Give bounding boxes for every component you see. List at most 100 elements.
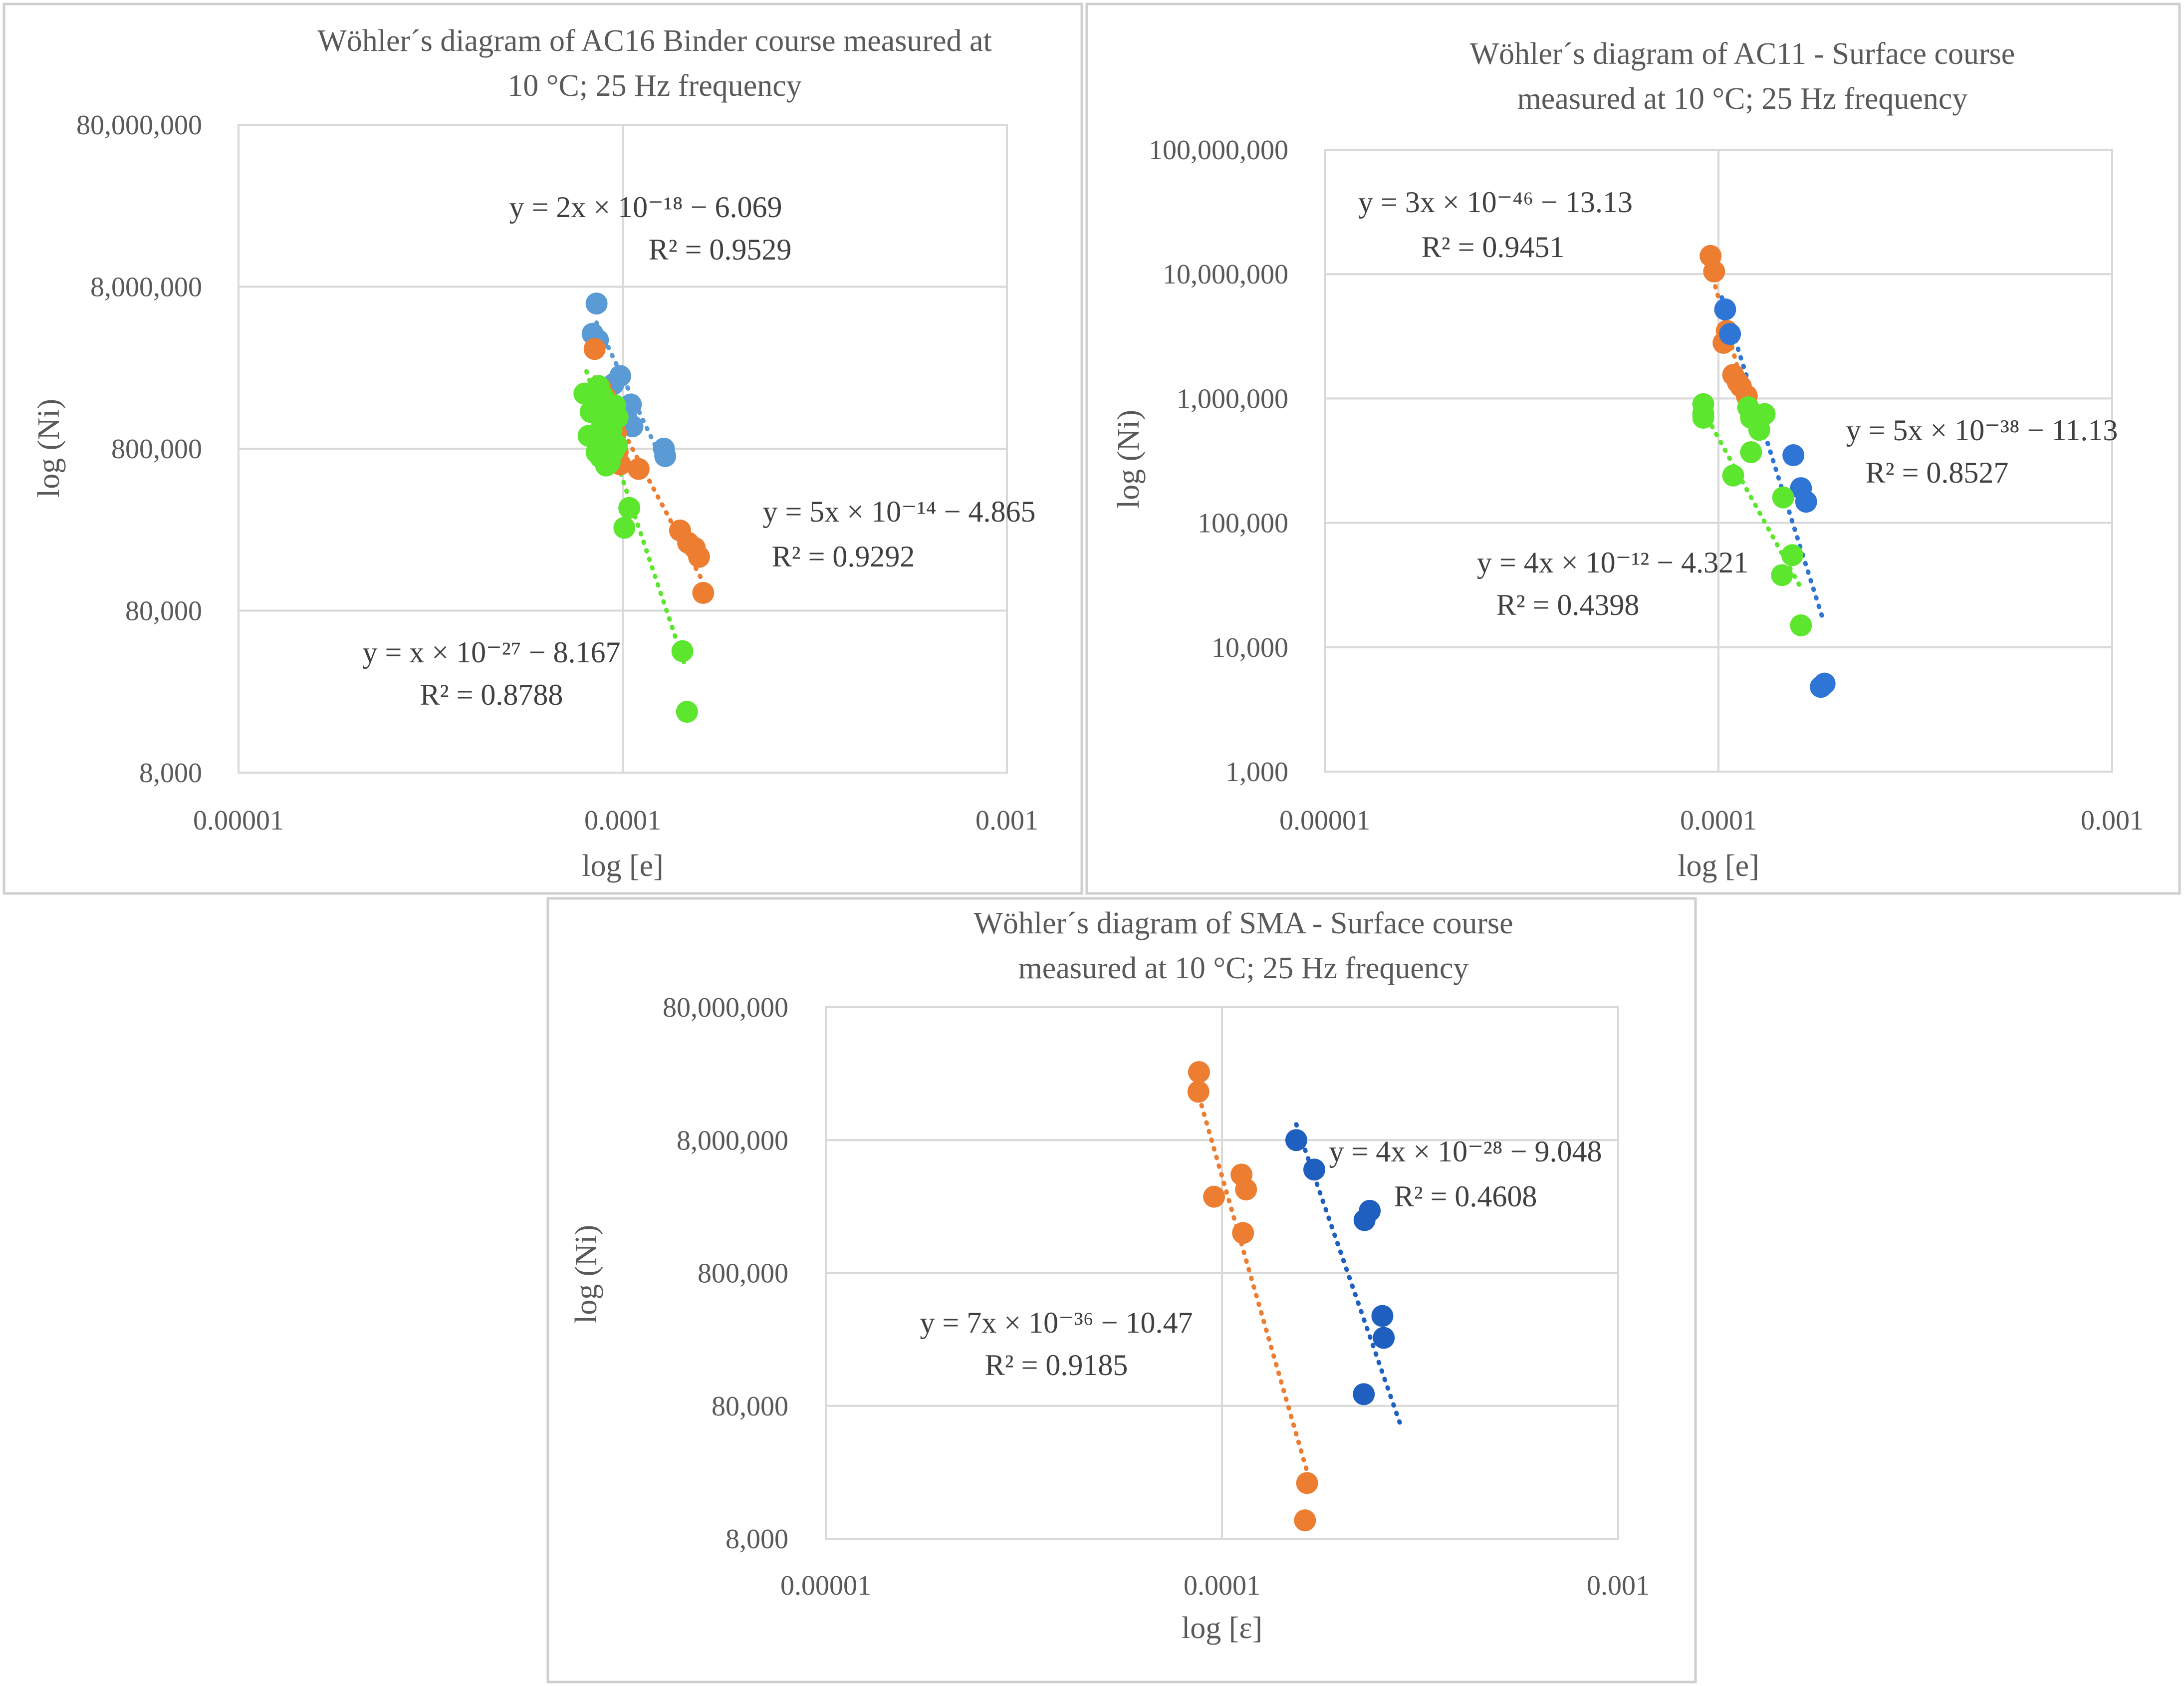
- panel-border: [1085, 2, 2181, 895]
- data-point-orange: [1294, 1509, 1316, 1532]
- data-point-blue: [1795, 491, 1817, 513]
- x-tick-label: 0.001: [975, 805, 1038, 836]
- data-point-green: [1790, 614, 1812, 636]
- data-point-blue: [1359, 1199, 1381, 1222]
- data-point-orange: [688, 546, 710, 568]
- trendline-blue: [1719, 295, 1824, 618]
- r-squared-orange: R² = 0.9292: [772, 540, 915, 573]
- trend-equation-green: y = x × 10⁻²⁷ − 8.167: [362, 636, 620, 669]
- trend-equation-green: y = 4x × 10⁻¹² − 4.321: [1477, 546, 1748, 579]
- data-point-green: [1772, 486, 1794, 509]
- data-point-orange: [1232, 1222, 1254, 1244]
- y-tick-label: 800,000: [111, 434, 202, 465]
- plot-area: [1324, 149, 2113, 773]
- data-point-blue: [1813, 672, 1836, 695]
- data-point-blue: [1719, 323, 1741, 345]
- data-point-orange: [627, 458, 650, 480]
- data-point-orange: [1187, 1081, 1210, 1103]
- x-tick-label: 0.00001: [193, 805, 284, 836]
- data-point-blue: [1782, 444, 1805, 467]
- chart-title-line: measured at 10 °C; 25 Hz frequency: [1018, 951, 1469, 985]
- plot-area: [825, 1006, 1619, 1540]
- data-point-green: [1781, 544, 1803, 566]
- r-squared-blue: R² = 0.9529: [649, 233, 792, 266]
- plot-area: [238, 124, 1008, 774]
- data-point-green: [676, 701, 698, 723]
- trendline-orange: [1197, 1094, 1311, 1478]
- chart-title-line: measured at 10 °C; 25 Hz frequency: [1517, 82, 1968, 116]
- data-point-green: [1771, 564, 1793, 586]
- data-point-blue: [1353, 1383, 1375, 1405]
- y-axis-label: log (Ni): [569, 1225, 603, 1324]
- trend-equation-orange: y = 5x × 10⁻¹⁴ − 4.865: [762, 495, 1035, 528]
- data-point-blue: [1285, 1129, 1307, 1151]
- y-tick-label: 8,000,000: [90, 272, 202, 303]
- data-point-orange: [1296, 1472, 1318, 1494]
- chart-title-line: Wöhler´s diagram of AC16 Binder course m…: [317, 24, 992, 58]
- x-tick-label: 0.0001: [1184, 1570, 1260, 1601]
- data-point-orange: [1235, 1178, 1257, 1201]
- trend-equation-orange: y = 7x × 10⁻³⁶ − 10.47: [920, 1306, 1193, 1339]
- chart-panel-ac16: Wöhler´s diagram of AC16 Binder course m…: [2, 2, 1083, 895]
- y-tick-label: 10,000,000: [1163, 259, 1288, 290]
- data-point-orange: [583, 338, 606, 360]
- x-tick-label: 0.00001: [1279, 805, 1370, 836]
- y-tick-label: 100,000,000: [1149, 135, 1288, 166]
- x-tick-label: 0.00001: [780, 1570, 871, 1601]
- x-axis-label: log [ε]: [1182, 1611, 1262, 1645]
- data-point-blue: [585, 292, 608, 315]
- trend-equation-orange: y = 3x × 10⁻⁴⁶ − 13.13: [1358, 186, 1633, 219]
- y-tick-label: 10,000: [1212, 632, 1288, 663]
- data-point-green: [618, 497, 641, 519]
- data-point-green: [606, 434, 628, 457]
- data-point-blue: [1303, 1158, 1325, 1181]
- chart-panel-ac11: Wöhler´s diagram of AC11 - Surface cours…: [1085, 2, 2181, 895]
- trend-equation-blue: y = 4x × 10⁻²⁸ − 9.048: [1329, 1135, 1602, 1168]
- y-tick-label: 8,000: [726, 1524, 788, 1555]
- x-axis-label: log [e]: [582, 849, 664, 883]
- r-squared-orange: R² = 0.9451: [1422, 231, 1565, 264]
- data-point-orange: [1703, 260, 1725, 282]
- y-tick-label: 800,000: [698, 1258, 788, 1289]
- y-tick-label: 100,000: [1198, 508, 1288, 539]
- data-point-orange: [1188, 1061, 1210, 1083]
- trendline-green: [584, 369, 687, 667]
- data-point-green: [1722, 464, 1744, 487]
- r-squared-green: R² = 0.4398: [1496, 588, 1640, 621]
- y-tick-label: 1,000,000: [1177, 383, 1288, 414]
- data-point-green: [671, 640, 694, 662]
- x-tick-label: 0.001: [1587, 1570, 1650, 1601]
- chart-title-line: Wöhler´s diagram of SMA - Surface course: [973, 906, 1513, 940]
- data-point-green: [1753, 403, 1776, 425]
- x-axis-label: log [e]: [1678, 849, 1759, 883]
- panel-border: [546, 897, 1697, 1684]
- r-squared-blue: R² = 0.8527: [1866, 456, 2009, 489]
- y-axis-label: log (Ni): [32, 399, 66, 498]
- trend-equation-blue: y = 5x × 10⁻³⁸ − 11.13: [1846, 414, 2118, 447]
- data-point-blue: [654, 445, 677, 467]
- y-tick-label: 8,000: [139, 758, 202, 789]
- y-tick-label: 8,000,000: [677, 1125, 788, 1156]
- y-tick-label: 1,000: [1225, 757, 1288, 788]
- data-point-green: [1692, 407, 1714, 429]
- chart-title-line: 10 °C; 25 Hz frequency: [507, 69, 802, 103]
- data-point-blue: [1373, 1327, 1395, 1349]
- data-point-orange: [1203, 1185, 1225, 1208]
- y-tick-label: 80,000,000: [663, 992, 788, 1023]
- r-squared-green: R² = 0.8788: [420, 678, 563, 711]
- r-squared-orange: R² = 0.9185: [985, 1349, 1128, 1382]
- data-point-green: [606, 406, 629, 429]
- y-tick-label: 80,000: [712, 1391, 788, 1422]
- r-squared-blue: R² = 0.4608: [1394, 1180, 1537, 1213]
- chart-panel-sma: Wöhler´s diagram of SMA - Surface course…: [546, 897, 1697, 1684]
- data-point-green: [613, 517, 636, 539]
- chart-title-line: Wöhler´s diagram of AC11 - Surface cours…: [1470, 37, 2015, 71]
- y-tick-label: 80,000,000: [76, 110, 202, 141]
- y-axis-label: log (Ni): [1112, 410, 1146, 509]
- x-tick-label: 0.0001: [584, 805, 661, 836]
- trend-equation-blue: y = 2x × 10⁻¹⁸ − 6.069: [509, 191, 782, 224]
- x-tick-label: 0.001: [2081, 805, 2144, 836]
- data-point-orange: [692, 581, 715, 604]
- data-point-blue: [1714, 298, 1736, 320]
